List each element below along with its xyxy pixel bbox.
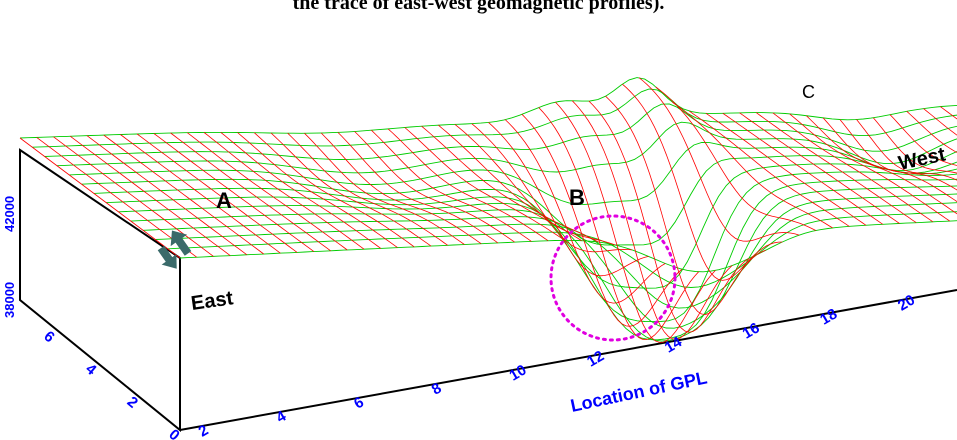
mesh-line-ns [371, 129, 532, 242]
mesh-line-ew [56, 121, 957, 174]
mesh-line-ns [906, 111, 957, 153]
mesh-line-ns [36, 137, 197, 258]
feature-label-b: B [569, 185, 585, 210]
x-tick-label: 16 [740, 319, 763, 342]
mesh-line-ns [387, 128, 549, 242]
mesh-line-ns [69, 135, 231, 256]
z-tick-label: 42000 [2, 196, 17, 232]
mesh-line-ns [187, 132, 348, 251]
mesh-line-ew [19, 77, 957, 139]
x-tick-label: 18 [817, 305, 840, 328]
x-tick-label: 12 [584, 347, 607, 370]
mesh-line-ns [254, 132, 415, 248]
mesh-line-ns [320, 132, 482, 245]
mesh-line-ns [304, 132, 465, 245]
mesh-line-ns [923, 108, 957, 136]
mesh-line-ns [504, 119, 666, 304]
mesh-line-ns [438, 124, 599, 243]
mesh-line-ns [103, 134, 264, 255]
mesh-line-ns [722, 112, 884, 225]
mesh-line-ns [404, 127, 566, 241]
mesh-line-ns [872, 117, 957, 174]
mesh-line-ns [354, 131, 515, 243]
mesh-line-ns [220, 132, 382, 249]
mesh-line-ns [638, 77, 800, 242]
box-front-face [180, 160, 957, 430]
mesh-line-ns [270, 132, 432, 247]
north-arrow-icon [157, 230, 192, 269]
mesh-line-ns [705, 112, 867, 226]
y-tick-label: 0 [165, 426, 182, 440]
mesh-line-ns [789, 113, 950, 222]
mesh-line-ns [53, 136, 214, 257]
box-front-bottom-edge [179, 289, 957, 431]
mesh-line-ns [672, 101, 833, 229]
mesh-line-ns [538, 107, 699, 340]
magnetic-surface-mesh [19, 77, 957, 343]
mesh-line-ns [806, 115, 957, 215]
mesh-line-ns [555, 101, 716, 343]
feature-label-c: C [802, 82, 815, 102]
figure-title-fragment: the trace of east-west geomagnetic profi… [292, 0, 665, 14]
plot-box [19, 148, 957, 433]
mesh-line-ns [839, 119, 957, 191]
z-axis-ticks: 38000 42000 [2, 196, 17, 318]
mesh-line-ns [689, 110, 850, 227]
mesh-line-ns [237, 132, 398, 248]
mesh-line-ns [655, 86, 816, 231]
box-east-face [19, 148, 181, 433]
feature-label-a: A [216, 188, 232, 213]
y-tick-label: 6 [40, 328, 57, 346]
mesh-line-ns [287, 132, 448, 246]
mesh-line-ns [488, 122, 649, 277]
anomaly-circle [549, 214, 677, 342]
mesh-line-ns [203, 132, 365, 250]
mesh-line-ns [153, 133, 315, 252]
mesh-line-ns [622, 83, 783, 281]
mesh-line-ns [170, 132, 331, 252]
mesh-line-ns [739, 112, 900, 224]
x-tick-label: 10 [507, 361, 530, 384]
x-axis-title: Location of GPL [569, 367, 709, 415]
mesh-line-ew [44, 103, 957, 160]
y-tick-label: 2 [124, 393, 141, 411]
mesh-line-ns [772, 112, 934, 223]
z-tick-label: 38000 [2, 282, 17, 318]
mesh-line-ns [856, 119, 957, 181]
x-tick-label: 14 [662, 333, 686, 356]
mesh-line-ns [755, 112, 917, 223]
mesh-line-ns [521, 114, 683, 327]
mesh-line-ns [337, 132, 499, 244]
y-tick-label: 4 [82, 360, 100, 379]
x-tick-label: 20 [895, 291, 918, 314]
mesh-line-ns [454, 124, 616, 246]
mesh-line-ns [571, 100, 733, 340]
mesh-line-ns [605, 95, 766, 315]
mesh-line-ns [19, 137, 181, 259]
mesh-line-ns [136, 133, 298, 253]
mesh-line-ns [889, 114, 957, 166]
mesh-line-ns [471, 123, 632, 253]
mesh-line-ns [86, 135, 248, 256]
mesh-line-ns [120, 134, 281, 254]
